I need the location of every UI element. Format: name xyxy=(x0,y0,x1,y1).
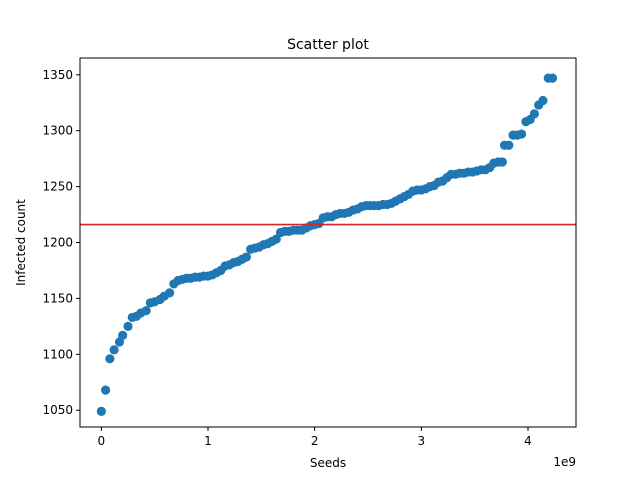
scatter-point xyxy=(517,129,527,139)
scatter-point xyxy=(118,330,128,340)
scatter-point xyxy=(271,234,281,244)
y-axis-label: Infected count xyxy=(14,199,28,286)
plot-area xyxy=(80,73,576,416)
y-axis: 1050 1100 1150 1200 1250 1300 1350 xyxy=(42,68,80,417)
x-tick-label: 4 xyxy=(524,434,532,448)
y-tick-label: 1300 xyxy=(42,124,73,138)
scatter-point xyxy=(96,406,106,416)
scatter-point xyxy=(123,321,133,331)
y-tick-label: 1250 xyxy=(42,180,73,194)
scatter-point xyxy=(241,252,251,262)
scatter-point xyxy=(165,288,175,298)
scatter-point xyxy=(105,354,115,364)
x-tick-label: 1 xyxy=(204,434,212,448)
scatter-point xyxy=(529,109,540,119)
x-tick-label: 3 xyxy=(418,434,426,448)
scatter-point xyxy=(497,157,507,167)
chart-title: Scatter plot xyxy=(287,37,369,53)
x-axis: 0 1 2 3 4 xyxy=(98,427,532,448)
x-tick-label: 0 xyxy=(98,434,106,448)
x-axis-offset-label: 1e9 xyxy=(553,455,576,469)
y-tick-label: 1150 xyxy=(42,291,73,305)
x-tick-label: 2 xyxy=(311,434,319,448)
scatter-point xyxy=(101,385,111,395)
scatter-point xyxy=(547,73,558,83)
y-tick-label: 1350 xyxy=(42,68,73,82)
y-tick-label: 1200 xyxy=(42,236,73,250)
scatter-point xyxy=(141,306,151,316)
y-tick-label: 1100 xyxy=(42,347,73,361)
scatter-point xyxy=(504,140,514,150)
y-tick-label: 1050 xyxy=(42,403,73,417)
scatter-point xyxy=(109,345,119,355)
scatter-point xyxy=(538,95,548,106)
axes-frame xyxy=(79,57,577,428)
x-axis-label: Seeds xyxy=(310,456,346,470)
